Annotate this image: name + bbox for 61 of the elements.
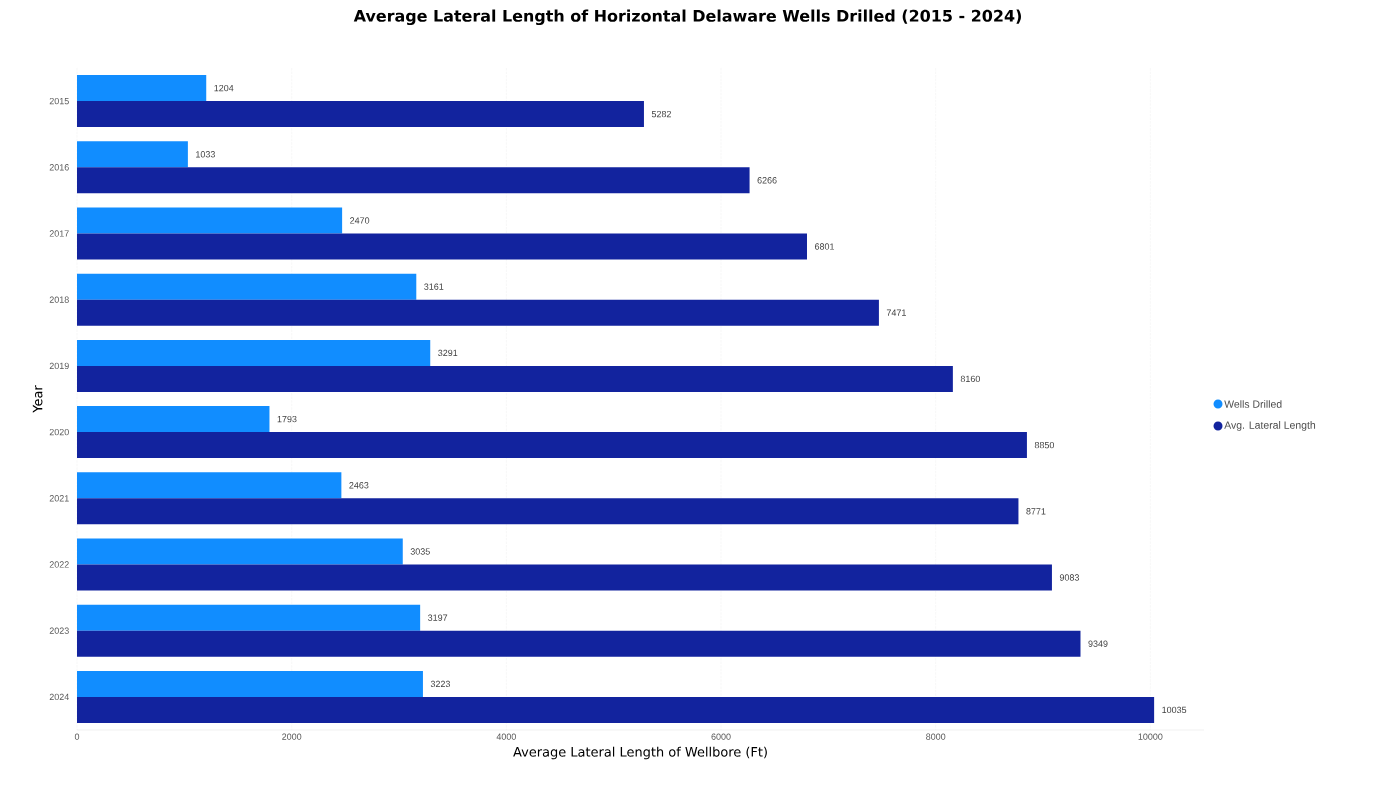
y-tick-label: 2015 <box>49 97 69 105</box>
data-label: 6801 <box>814 243 835 250</box>
bar <box>77 339 431 366</box>
data-label: 8850 <box>1034 441 1055 449</box>
bar <box>77 670 423 697</box>
x-tick-label: 4000 <box>496 733 516 740</box>
bar <box>77 365 953 392</box>
data-label: 8771 <box>1026 508 1046 515</box>
data-label: 9349 <box>1088 640 1108 647</box>
data-label: 7471 <box>886 309 906 316</box>
bar <box>77 273 417 300</box>
bar <box>77 498 1019 525</box>
y-tick-label: 2020 <box>49 428 69 436</box>
y-tick-label: 2022 <box>49 561 69 568</box>
data-label: 1033 <box>196 151 215 158</box>
bar <box>77 101 644 128</box>
y-tick-label: 2021 <box>49 495 69 502</box>
data-label: 3223 <box>430 680 451 688</box>
bar <box>77 472 342 499</box>
bar <box>77 299 879 326</box>
data-label: 10035 <box>1162 706 1187 714</box>
y-tick-label: 2016 <box>49 164 69 171</box>
x-tick-label: 0 <box>74 733 80 740</box>
data-label: 5282 <box>651 110 671 118</box>
bar <box>77 207 343 234</box>
y-tick-label: 2018 <box>49 296 69 303</box>
data-label: 3197 <box>428 614 448 621</box>
y-tick-label: 2017 <box>49 230 69 237</box>
data-label: 8160 <box>960 375 980 383</box>
data-label: 2463 <box>349 482 369 489</box>
legend-label: Avg. Lateral Length <box>1224 421 1316 431</box>
data-label: 3035 <box>410 548 430 555</box>
y-tick-label: 2024 <box>49 693 69 701</box>
bar <box>77 630 1081 657</box>
data-label: 6266 <box>757 177 777 184</box>
data-label: 3291 <box>438 349 458 357</box>
x-tick-label: 6000 <box>711 733 731 740</box>
y-tick-label: 2019 <box>49 362 69 370</box>
chart-title: Average Lateral Length of Horizontal Delaware Wells Drilled (2015 - 2024) <box>353 9 1021 26</box>
bar <box>77 233 807 260</box>
y-tick-label: 2023 <box>49 627 69 634</box>
bar <box>77 141 188 168</box>
legend-label: Wells Drilled <box>1224 400 1282 408</box>
data-label: 9083 <box>1059 574 1080 581</box>
data-label: 3161 <box>424 283 444 290</box>
y-axis-title: Year <box>32 385 43 413</box>
bar <box>77 406 270 433</box>
data-label: 1204 <box>214 84 234 92</box>
bar <box>77 167 750 194</box>
x-tick-label: 8000 <box>926 733 946 740</box>
data-label: 2470 <box>350 217 370 224</box>
x-axis-title: Average Lateral Length of Wellbore (Ft) <box>513 746 767 760</box>
x-tick-label: 2000 <box>282 733 302 740</box>
x-tick-label: 10000 <box>1138 733 1163 740</box>
data-label: 1793 <box>277 415 297 423</box>
bar <box>77 696 1155 723</box>
bar <box>77 564 1052 591</box>
bar <box>77 538 403 565</box>
bar <box>77 75 207 102</box>
bar <box>77 432 1027 459</box>
bar <box>77 604 421 631</box>
